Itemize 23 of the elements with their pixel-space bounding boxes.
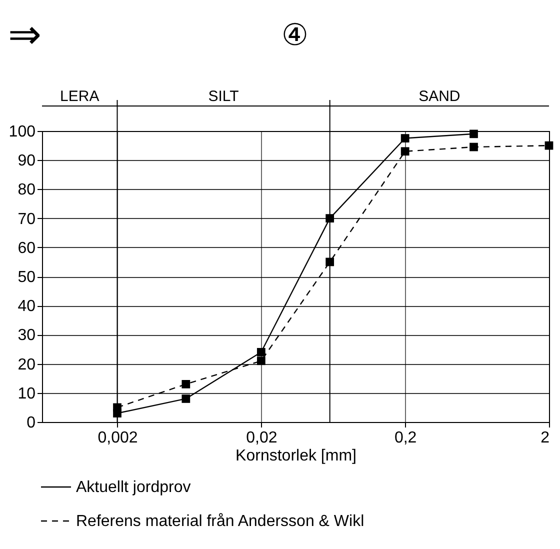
y-tick-label: 30 <box>18 327 36 344</box>
y-tick-label: 70 <box>18 210 36 228</box>
y-tick-label: 90 <box>18 152 36 170</box>
x-tick-label: 0,02 <box>246 430 278 446</box>
y-tick-label: 50 <box>18 269 36 286</box>
text: LERA <box>60 88 100 105</box>
y-tick-label: 10 <box>18 385 36 402</box>
text: ⇒ <box>8 12 42 58</box>
x-tick-label: 2 <box>540 430 550 446</box>
y-tick-label: 80 <box>18 182 36 199</box>
chart-title: ④ <box>282 18 308 53</box>
y-tick-label: 0 <box>26 414 36 432</box>
y-tick-label: 40 <box>18 298 36 316</box>
x-axis-title: Kornstorlek [mm] <box>236 448 356 464</box>
legend-label: Referens material från Andersson & Wikl <box>76 513 364 530</box>
x-tick-label: 0,2 <box>394 430 417 446</box>
legend-label: Aktuellt jordprov <box>76 479 191 496</box>
y-tick-label: 60 <box>18 240 36 257</box>
text: SAND <box>418 88 460 105</box>
text: SILT <box>208 88 239 105</box>
y-tick-label: 20 <box>18 356 36 374</box>
y-tick-label: 100 <box>8 124 36 140</box>
x-tick-label: 0,002 <box>98 430 138 446</box>
